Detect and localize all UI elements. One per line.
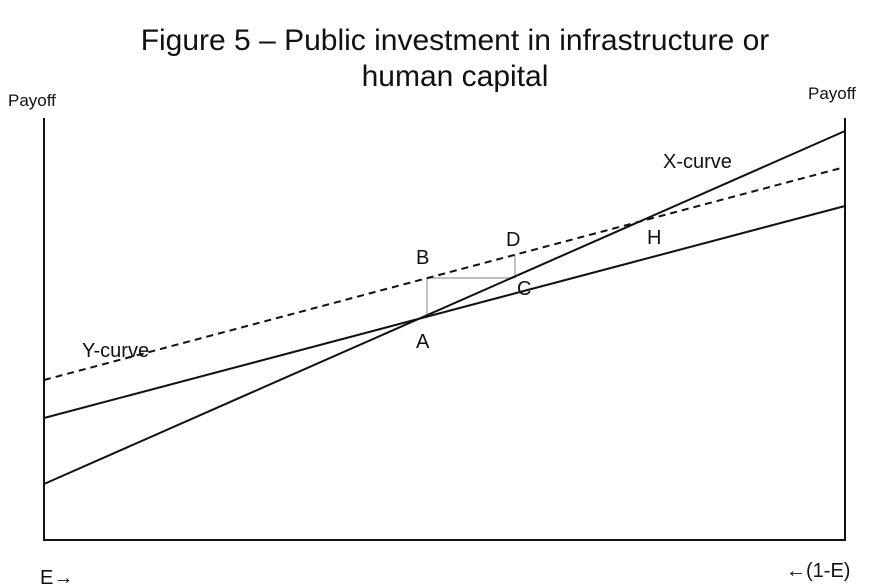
axes <box>43 118 846 541</box>
curve-label: Y-curve <box>82 340 149 362</box>
curves <box>43 130 846 485</box>
axis-label: ←(1-E) <box>786 560 850 582</box>
axis-label: Payoff <box>808 84 856 103</box>
point-label: D <box>506 229 520 251</box>
flat-curve-line <box>43 205 846 419</box>
curve-label: X-curve <box>663 151 732 173</box>
point-label: H <box>647 227 661 249</box>
point-label: C <box>517 278 531 300</box>
point-label: A <box>416 331 430 353</box>
axis-label: E→ <box>40 567 73 588</box>
point-label: B <box>416 247 429 269</box>
title-line: human capital <box>362 60 549 93</box>
title-line: Figure 5 – Public investment in infrastr… <box>141 24 770 57</box>
dashed-curve-line <box>43 166 846 381</box>
x-curve-line <box>43 130 846 485</box>
axis-label: Payoff <box>8 91 56 110</box>
guides <box>426 255 516 318</box>
